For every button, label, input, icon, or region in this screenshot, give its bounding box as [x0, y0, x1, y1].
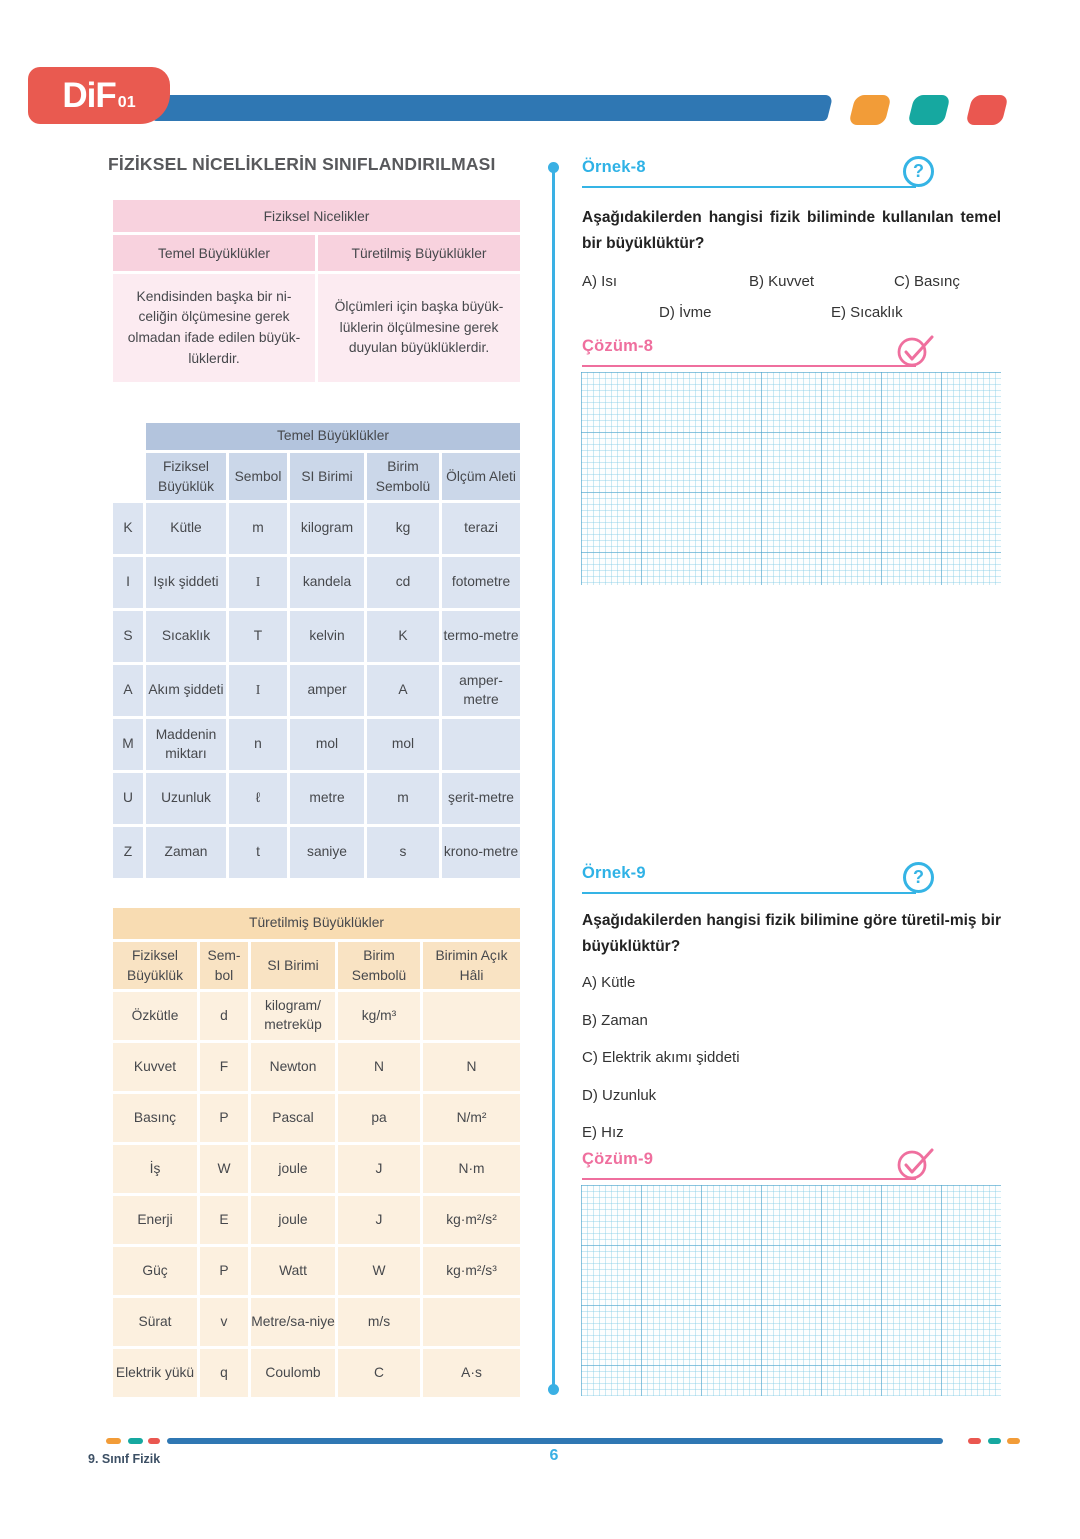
- question-circle-icon: ?: [903, 156, 934, 187]
- divider-dot: [548, 1384, 559, 1395]
- acronym-letter: M: [113, 719, 143, 770]
- footer-dash-teal: [128, 1438, 143, 1444]
- header-bar: [148, 95, 834, 121]
- classification-table-title: Fiziksel Nicelikler: [113, 200, 520, 232]
- derived-col-header: Fiziksel Büyüklük: [113, 942, 197, 989]
- table-row: Kuvvet F Newton N N: [113, 1043, 521, 1091]
- derived-quantities-table: Türetilmiş Büyüklükler Fiziksel Büyüklük…: [110, 905, 523, 1400]
- table-row: A Akım şiddeti I amper A amper-​metre: [113, 665, 521, 716]
- column-divider: [548, 162, 559, 1395]
- table-row: I Işık şiddeti I kandela cd fotometre: [113, 557, 521, 608]
- base-quantities-table: Temel Büyüklükler Fiziksel Büyüklük Semb…: [110, 420, 523, 881]
- option-e: E) Hız: [582, 1124, 624, 1141]
- example-9-options: A) Kütle B) Zaman C) Elektrik akımı şidd…: [582, 972, 1001, 1160]
- table-row: S Sıcaklık T kelvin K termo-​metre: [113, 611, 521, 662]
- table-row: Elektrik yükü q Coulomb C A·s: [113, 1349, 521, 1397]
- page-title: FİZİKSEL NİCELİKLERİN SINIFLANDIRILMASI: [108, 154, 496, 174]
- example-8-label: Örnek-8: [582, 158, 646, 176]
- option-a: A) Isı: [582, 273, 618, 290]
- base-col-header: Sembol: [229, 453, 287, 500]
- example-9-question: Aşağıdakilerden hangisi fizik bilimine g…: [582, 912, 1001, 956]
- spacer-cell: [113, 423, 143, 450]
- table-row: Enerji E joule J kg·m²/s²: [113, 1196, 521, 1244]
- footer-rule: [167, 1438, 943, 1444]
- table-row: Z Zaman t saniye s krono-​metre: [113, 827, 521, 878]
- footer-dash-red: [968, 1438, 981, 1444]
- derived-col-header: Birim Sembolü: [338, 942, 420, 989]
- option-b: B) Zaman: [582, 1011, 648, 1029]
- decorative-chip-orange: [848, 95, 892, 125]
- table-row: Sürat v Metre/sa-​niye m/s: [113, 1298, 521, 1346]
- base-col-header: Fiziksel Büyüklük: [146, 453, 226, 500]
- logo-number: 01: [117, 93, 136, 111]
- acronym-letter: I: [113, 557, 143, 608]
- classification-col-basic: Temel Büyüklükler: [113, 235, 315, 271]
- divider-dot: [548, 162, 559, 173]
- table-row: Özkütle d kilogram/​metreküp kg/m³: [113, 992, 521, 1040]
- example-9-header: Örnek-9 ?: [582, 862, 934, 894]
- solution-9-header: Çözüm-9: [582, 1148, 934, 1180]
- dif-logo: DiF 01: [28, 67, 170, 124]
- footer-dash-orange: [1007, 1438, 1020, 1444]
- option-c: C) Elektrik akımı şiddeti: [582, 1049, 740, 1066]
- page-number: 6: [549, 1447, 559, 1464]
- footer-dash-orange: [106, 1438, 121, 1444]
- example-8-options-row-1: A) Isı B) Kuvvet C) Basınç: [582, 273, 1001, 297]
- option-d: D) Uzunluk: [582, 1086, 657, 1104]
- classification-table: Fiziksel Nicelikler Temel Büyüklükler Tü…: [110, 197, 523, 385]
- derived-table-title: Türetilmiş Büyüklükler: [113, 908, 521, 939]
- spacer-cell: [113, 453, 143, 500]
- solution-8-label: Çözüm-8: [582, 337, 654, 355]
- example-8-header: Örnek-8 ?: [582, 156, 934, 188]
- acronym-letter: K: [113, 503, 143, 554]
- decorative-chip-red: [965, 95, 1009, 125]
- solution-8-answer-area: [581, 372, 1001, 585]
- footer-dash-red: [148, 1438, 160, 1444]
- check-circle-icon: [897, 1148, 934, 1180]
- table-row: K Kütle m kilogram kg terazi: [113, 503, 521, 554]
- classification-col-derived: Türetilmiş Büyüklükler: [318, 235, 520, 271]
- derived-col-header: Birimin Açık Hâli: [423, 942, 521, 989]
- footer-dash-teal: [988, 1438, 1001, 1444]
- question-circle-icon: ?: [903, 862, 934, 893]
- acronym-letter: U: [113, 773, 143, 824]
- acronym-letter: A: [113, 665, 143, 716]
- base-col-header: Birim Sembolü: [367, 453, 439, 500]
- base-col-header: SI Birimi: [290, 453, 364, 500]
- example-9-label: Örnek-9: [582, 864, 646, 882]
- option-b: B) Kuvvet: [749, 273, 815, 290]
- logo-text: DiF: [62, 75, 116, 115]
- example-8-options-row-2: D) İvme E) Sıcaklık: [582, 304, 1001, 328]
- derived-col-header: SI Birimi: [251, 942, 335, 989]
- solution-8-header: Çözüm-8: [582, 335, 934, 367]
- footer-book-label: 9. Sınıf Fizik: [88, 1452, 161, 1466]
- table-row: U Uzunluk ℓ metre m şerit-​metre: [113, 773, 521, 824]
- check-circle-icon: [897, 335, 934, 367]
- solution-9-answer-area: [581, 1185, 1001, 1396]
- option-d: D) İvme: [659, 304, 712, 321]
- decorative-chip-teal: [907, 95, 951, 125]
- example-8-question: Aşağıdakilerden hangisi fizik biliminde …: [582, 209, 1001, 253]
- option-c: C) Basınç: [894, 273, 960, 290]
- table-row: İş W joule J N·m: [113, 1145, 521, 1193]
- base-col-header: Ölçüm Aleti: [442, 453, 521, 500]
- option-e: E) Sıcaklık: [831, 304, 903, 321]
- base-table-title: Temel Büyüklükler: [146, 423, 521, 450]
- table-row: Güç P Watt W kg·m²/s³: [113, 1247, 521, 1295]
- classification-desc-derived: Ölçümleri için başka büyük-​lüklerin ölç…: [318, 274, 520, 382]
- derived-col-header: Sem-​bol: [200, 942, 248, 989]
- solution-9-label: Çözüm-9: [582, 1150, 654, 1168]
- acronym-letter: Z: [113, 827, 143, 878]
- table-row: M Maddenin miktarı n mol mol: [113, 719, 521, 770]
- option-a: A) Kütle: [582, 974, 636, 991]
- classification-desc-basic: Kendisinden başka bir ni-​celiğin ölçüme…: [113, 274, 315, 382]
- table-row: Basınç P Pascal pa N/m²: [113, 1094, 521, 1142]
- acronym-letter: S: [113, 611, 143, 662]
